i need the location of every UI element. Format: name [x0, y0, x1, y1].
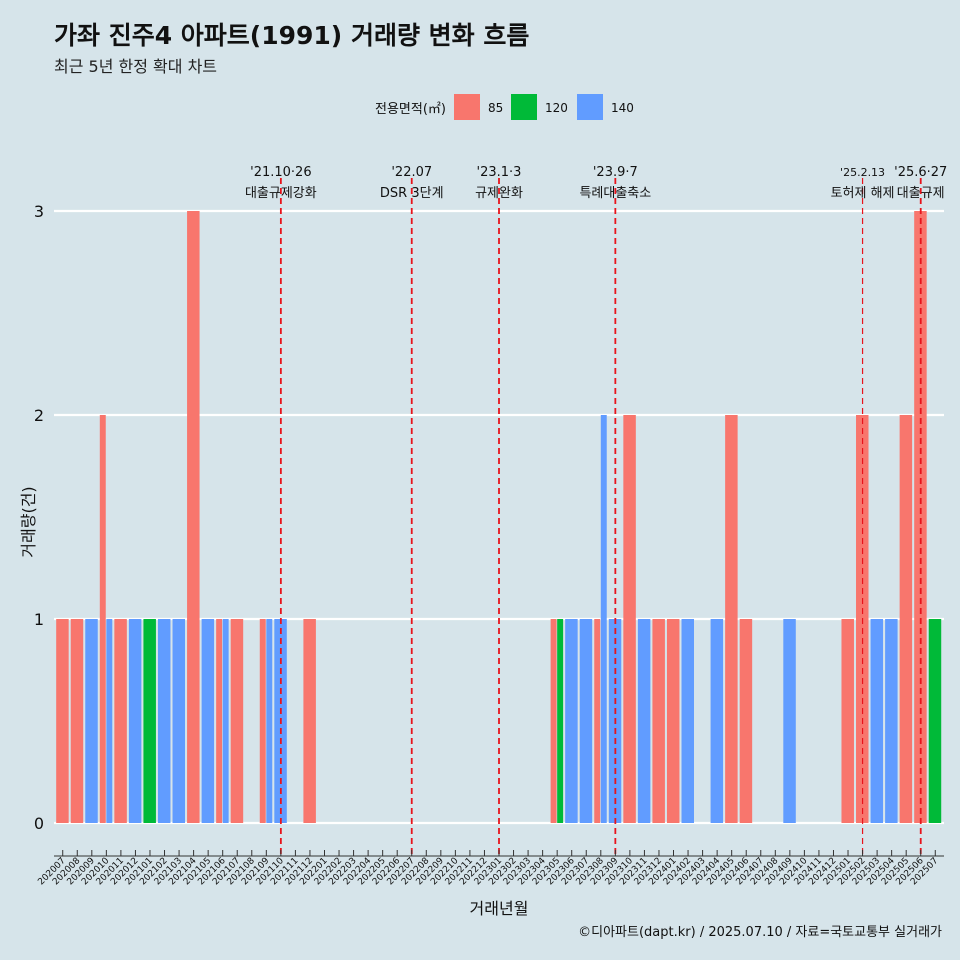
bar-202405-85	[725, 415, 738, 823]
annotation-date: '25.6·27	[894, 165, 947, 180]
y-tick-label: 3	[34, 202, 44, 221]
policy-lines: '21.10·26 대출규제강화 '22.07 DSR 3단계 '23.1·3 규제완화 '…	[245, 165, 947, 855]
legend-label-120: 120	[545, 101, 568, 115]
bar-202009-140	[85, 619, 98, 823]
bar-202010-140	[106, 619, 113, 823]
legend-label-140: 140	[611, 101, 634, 115]
chart-subtitle: 최근 5년 한정 확대 차트	[54, 57, 218, 76]
legend-swatch-140	[577, 94, 603, 120]
legend-label-85: 85	[488, 101, 503, 115]
annotation-date: '23.1·3	[477, 165, 522, 180]
bar-202402-140	[681, 619, 694, 823]
bar-202012-140	[128, 619, 142, 823]
bar-202401-85	[666, 619, 680, 823]
source-caption: ©디아파트(dapt.kr) / 2025.07.10 / 자료=국토교통부 실…	[578, 925, 942, 940]
annotation-label: 토허제 해제	[831, 186, 895, 201]
legend-swatch-85	[454, 94, 480, 120]
y-axis-label: 거래량(건)	[19, 486, 38, 557]
annotation-date: '22.07	[391, 165, 432, 180]
annotation-date: '23.9·7	[593, 165, 638, 180]
bar-202404-140	[710, 619, 724, 823]
y-tick-label: 1	[34, 610, 44, 629]
annotation-label: 대출규제강화	[245, 186, 317, 201]
bar-202107-85	[230, 619, 244, 823]
annotation-label: 특례대출축소	[579, 186, 651, 201]
bar-202308-140	[600, 415, 607, 823]
bar-202406-85	[739, 619, 753, 823]
annotation-label: 대출규제	[897, 186, 945, 201]
bar-202008-85	[70, 619, 84, 823]
bar-202101-120	[143, 619, 156, 823]
bars	[56, 211, 942, 823]
x-axis: 2020072020082020092020102020112020122021…	[36, 850, 944, 918]
bar-202011-85	[114, 619, 127, 823]
y-axis: 0 1 2 3 거래량(건)	[19, 202, 44, 833]
bar-202103-140	[172, 619, 186, 823]
y-tick-label: 0	[34, 814, 44, 833]
bar-202010-85	[99, 415, 106, 823]
bar-202503-140	[870, 619, 884, 823]
bar-202306-140	[565, 619, 578, 823]
bar-202501-85	[841, 619, 854, 823]
bar-202507-120	[928, 619, 942, 823]
bar-202409-140	[783, 619, 796, 823]
y-tick-label: 2	[34, 406, 44, 425]
bar-202112-85	[303, 619, 316, 823]
bar-202312-85	[652, 619, 665, 823]
bar-202109-85	[259, 619, 266, 823]
bar-202506-85	[914, 211, 927, 823]
bar-202106-140	[222, 619, 229, 823]
bar-202505-85	[899, 415, 913, 823]
bar-202305-120	[557, 619, 564, 823]
bar-202308-85	[594, 619, 601, 823]
bar-202109-140	[266, 619, 273, 823]
bar-202105-140	[201, 619, 215, 823]
bar-202104-85	[187, 211, 200, 823]
legend: 전용면적(㎡) 85 120 140	[375, 94, 634, 120]
legend-swatch-120	[511, 94, 537, 120]
bar-202305-85	[550, 619, 557, 823]
bar-202307-140	[579, 619, 593, 823]
bar-202106-85	[216, 619, 223, 823]
annotation-label: DSR 3단계	[380, 186, 444, 201]
legend-title: 전용면적(㎡)	[375, 102, 446, 117]
annotation-date: '21.10·26	[250, 165, 311, 180]
bar-202311-140	[637, 619, 651, 823]
bar-202102-140	[157, 619, 171, 823]
bar-202007-85	[56, 619, 69, 823]
bar-202504-140	[885, 619, 898, 823]
annotation-label: 규제완화	[475, 186, 523, 201]
x-axis-label: 거래년월	[470, 899, 529, 918]
annotation-date: '25.2.13	[840, 166, 885, 179]
chart-title: 가좌 진주4 아파트(1991) 거래량 변화 흐름	[54, 21, 530, 50]
bar-202310-85	[623, 415, 636, 823]
